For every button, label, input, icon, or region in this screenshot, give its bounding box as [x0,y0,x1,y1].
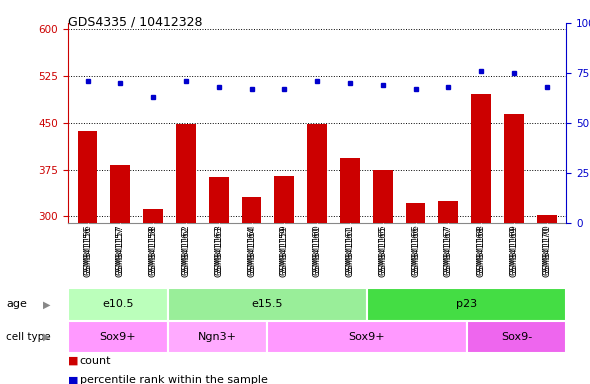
Text: ▶: ▶ [42,299,50,310]
Bar [373,170,392,384]
Bar [471,94,491,384]
Bar [438,201,458,384]
Text: GSM841157: GSM841157 [116,226,125,277]
Bar [110,165,130,384]
Bar [467,321,566,353]
Text: ■: ■ [68,375,78,384]
Text: GSM841170: GSM841170 [542,226,551,277]
Bar [168,288,367,321]
Text: GSM841164: GSM841164 [247,226,256,277]
Text: GSM841162: GSM841162 [182,226,191,277]
Text: cell type: cell type [6,332,51,342]
Text: GSM841167: GSM841167 [444,226,453,277]
Text: GSM841165: GSM841165 [378,226,387,277]
Text: percentile rank within the sample: percentile rank within the sample [80,375,267,384]
Bar [406,203,425,384]
Text: GSM841169: GSM841169 [509,226,519,277]
Bar [537,215,556,384]
Bar [340,159,360,384]
Text: GSM841166: GSM841166 [411,226,420,277]
Bar [143,209,163,384]
Text: GSM841156: GSM841156 [83,226,92,277]
Bar [168,321,267,353]
Text: GSM841161: GSM841161 [345,226,355,277]
Text: Sox9+: Sox9+ [349,332,385,342]
Bar [78,131,97,384]
Text: Sox9+: Sox9+ [99,332,136,342]
Bar [307,124,327,384]
Text: age: age [6,299,27,310]
Text: GSM841163: GSM841163 [214,226,223,277]
Text: GSM841158: GSM841158 [149,226,158,277]
Bar [504,114,524,384]
Bar [267,321,467,353]
Text: GSM841159: GSM841159 [280,226,289,276]
Text: GSM841168: GSM841168 [477,226,486,277]
Text: Ngn3+: Ngn3+ [198,332,237,342]
Text: p23: p23 [456,299,477,310]
Bar [209,177,228,384]
Text: ▶: ▶ [42,332,50,342]
Text: Sox9-: Sox9- [501,332,532,342]
Text: count: count [80,356,111,366]
Bar [68,321,168,353]
Bar [242,197,261,384]
Bar [176,124,196,384]
Text: ■: ■ [68,356,78,366]
Bar [68,288,168,321]
Bar [274,176,294,384]
Text: GSM841160: GSM841160 [313,226,322,277]
Bar [367,288,566,321]
Text: e15.5: e15.5 [251,299,283,310]
Text: e10.5: e10.5 [102,299,133,310]
Text: GDS4335 / 10412328: GDS4335 / 10412328 [68,15,202,28]
